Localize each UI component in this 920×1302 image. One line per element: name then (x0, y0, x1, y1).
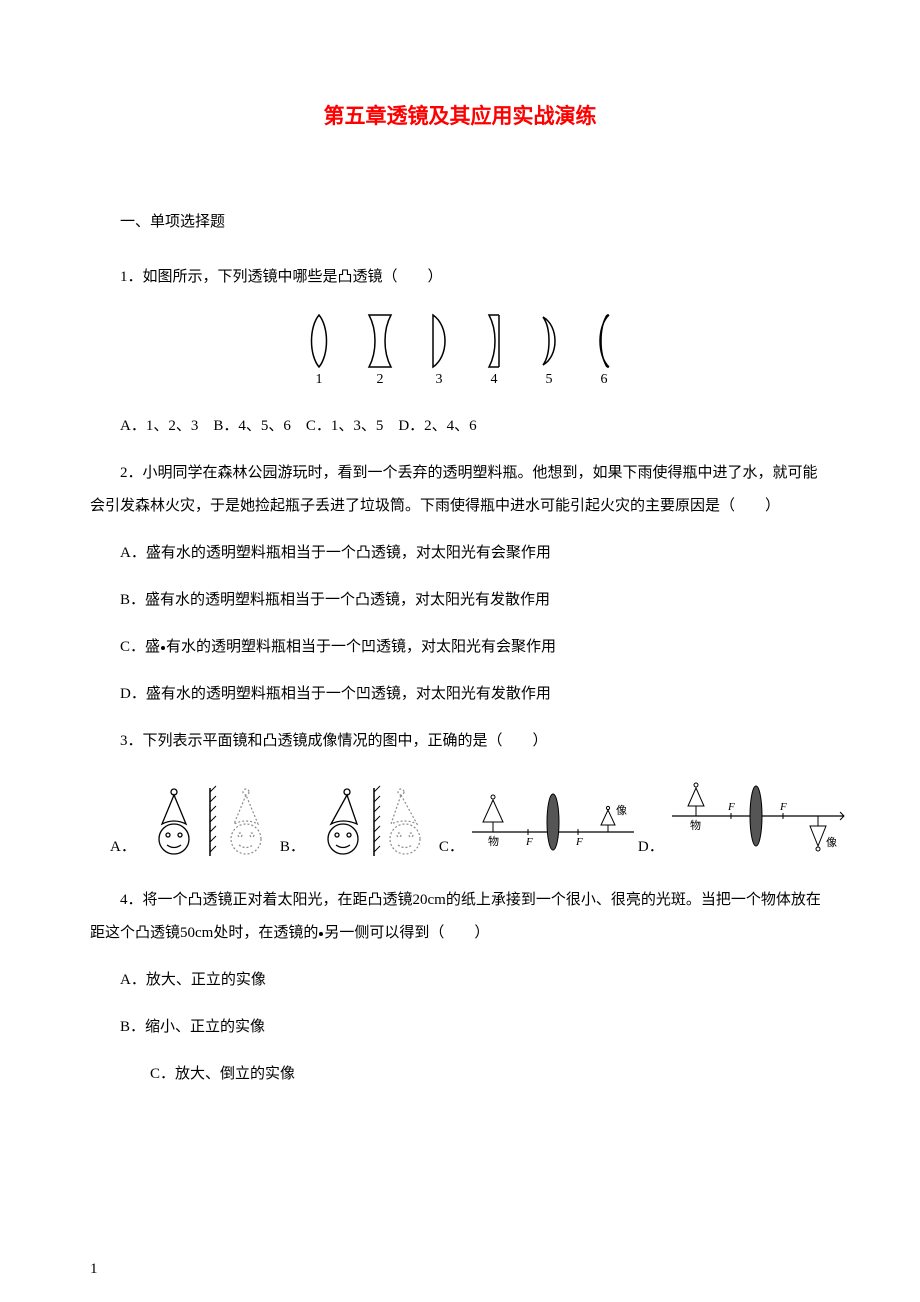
lens-1-label: 1 (305, 372, 333, 388)
lens-3-label: 3 (427, 372, 451, 388)
section-heading: 一、单项选择题 (90, 210, 830, 231)
svg-text:F: F (575, 836, 583, 848)
q3-c-label: C． (439, 835, 464, 856)
q4-opt-b: B．缩小、正立的实像 (90, 1011, 830, 1044)
page-number: 1 (90, 1261, 98, 1278)
q3-opt-b: B． (280, 782, 439, 862)
q4-stem: 4．将一个凸透镜正对着太阳光，在距凸透镜20cm的纸上承接到一个很小、很亮的光斑… (90, 884, 830, 950)
q3-opt-a: A． (110, 782, 280, 862)
q3-stem: 3．下列表示平面镜和凸透镜成像情况的图中，正确的是（ ） (90, 725, 830, 758)
q3d-object-label: 物 (690, 818, 701, 832)
svg-text:F: F (779, 801, 787, 813)
q4-opt-a: A．放大、正立的实像 (90, 964, 830, 997)
q1-stem: 1．如图所示，下列透镜中哪些是凸透镜（ ） (90, 261, 830, 294)
q2-opt-a: A．盛有水的透明塑料瓶相当于一个凸透镜，对太阳光有会聚作用 (90, 537, 830, 570)
q3-figure-row: A． (90, 776, 830, 862)
q3d-image-label: 像 (826, 836, 837, 849)
q4-opt-c-text: C．放大、倒立的实像 (150, 1066, 295, 1082)
svg-text:F: F (727, 801, 735, 813)
q3-opt-c: C． F F 物 (439, 782, 638, 862)
lens-5-label: 5 (537, 372, 561, 388)
q2-stem: 2．小明同学在森林公园游玩时，看到一个丢弃的透明塑料瓶。他想到，如果下雨使得瓶中… (90, 457, 830, 523)
lens-4-label: 4 (483, 372, 505, 388)
q2c-post: 有水的透明塑料瓶相当于一个凹透镜，对太阳光有会聚作用 (166, 639, 556, 655)
q3-d-label: D． (638, 835, 664, 856)
lens-6: 6 (593, 312, 615, 388)
artifact-dot (161, 646, 165, 650)
q3c-image-label: 像 (616, 804, 627, 817)
q3-opt-d: D． F F 物 (638, 776, 848, 862)
q3c-object-label: 物 (488, 834, 499, 848)
q2-opt-b: B．盛有水的透明塑料瓶相当于一个凸透镜，对太阳光有发散作用 (90, 584, 830, 617)
lens-5: 5 (537, 312, 561, 388)
lens-1: 1 (305, 312, 333, 388)
q1-figure-row: 1 2 3 4 (90, 312, 830, 388)
lens-6-label: 6 (593, 372, 615, 388)
q4-opt-c: C．放大、倒立的实像 (90, 1058, 830, 1091)
lens-2-label: 2 (365, 372, 395, 388)
page-title: 第五章透镜及其应用实战演练 (90, 100, 830, 130)
q2-opt-c: C．盛有水的透明塑料瓶相当于一个凹透镜，对太阳光有会聚作用 (90, 631, 830, 664)
q1-options: A．1、2、3 B．4、5、6 C．1、3、5 D．2、4、6 (90, 410, 830, 443)
lens-3: 3 (427, 312, 451, 388)
q2c-pre: C．盛 (120, 639, 160, 655)
artifact-dot-2 (319, 932, 323, 936)
q2-opt-d: D．盛有水的透明塑料瓶相当于一个凹透镜，对太阳光有发散作用 (90, 678, 830, 711)
svg-text:F: F (525, 836, 533, 848)
lens-4: 4 (483, 312, 505, 388)
q4-stem-post: 另一侧可以得到（ ） (324, 925, 489, 941)
lens-2: 2 (365, 312, 395, 388)
q3-b-label: B． (280, 835, 305, 856)
q3-a-label: A． (110, 835, 136, 856)
